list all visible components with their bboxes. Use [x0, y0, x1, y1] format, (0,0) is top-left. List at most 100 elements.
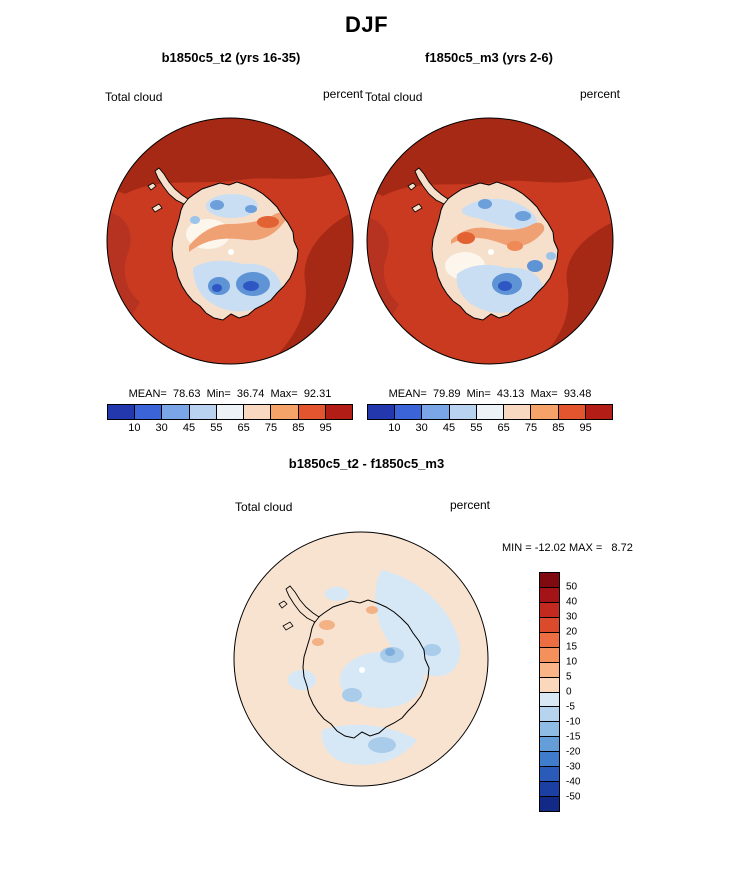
colorbar-tick-label: 95 [579, 422, 592, 434]
colorbar-tick-label: 45 [182, 422, 196, 434]
colorbar-left [107, 404, 353, 420]
left-panel-title: b1850c5_t2 (yrs 16-35) [161, 50, 301, 65]
diff-field [234, 532, 488, 786]
colorbar-tick-label: 0 [566, 686, 572, 698]
colorbar-segment [540, 616, 559, 632]
coastline-right [431, 181, 559, 321]
right-panel-title: f1850c5_m3 (yrs 2-6) [425, 50, 553, 65]
colorbar-tick-label: -40 [566, 776, 581, 788]
colorbar-segment [297, 405, 325, 419]
season-title: DJF [344, 12, 389, 37]
coastline-diff [278, 585, 430, 739]
colorbar-segment [503, 405, 531, 419]
colorbar-segment [134, 405, 162, 419]
colorbar-tick-label: 65 [497, 422, 510, 434]
colorbar-tick-label: -50 [566, 791, 581, 803]
map-right-total-cloud [366, 117, 614, 365]
colorbar-segment [188, 405, 216, 419]
colorbar-diff [539, 572, 560, 812]
colorbar-segment [108, 405, 135, 419]
colorbar-segment [161, 405, 189, 419]
colorbar-tick-label: 85 [552, 422, 565, 434]
colorbar-tick-label: 15 [566, 641, 578, 653]
map-left-total-cloud [106, 117, 354, 365]
colorbar-tick-label: 75 [524, 422, 538, 434]
colorbar-segment [368, 405, 395, 419]
diff-field-label: Total cloud [235, 500, 293, 514]
map-diff-container [232, 530, 490, 788]
colorbar-tick-label: 20 [566, 626, 578, 638]
colorbar-segment [540, 781, 559, 797]
colorbar-segment [540, 721, 559, 737]
left-stats: MEAN= 78.63 Min= 36.74 Max= 92.31 [128, 388, 332, 400]
colorbar-tick-label: 30 [566, 611, 578, 623]
colorbar-tick-label: 95 [319, 422, 332, 434]
colorbar-tick-label: 55 [470, 422, 483, 434]
colorbar-segment [540, 691, 559, 707]
colorbar-tick-label: 55 [210, 422, 223, 434]
colorbar-tick-label: 75 [264, 422, 278, 434]
map-rim-diff [233, 531, 489, 787]
colorbar-right [367, 404, 613, 420]
colorbar-segment [243, 405, 271, 419]
peninsula-left [154, 167, 189, 205]
colorbar-tick-label: -5 [566, 701, 575, 713]
colorbar-tick-label: 40 [566, 596, 578, 608]
colorbar-tick-label: 65 [237, 422, 250, 434]
colorbar-tick-label: -30 [566, 761, 581, 773]
colorbar-tick-label: 85 [292, 422, 305, 434]
colorbar-segment [540, 601, 559, 617]
continent-interior-right [445, 198, 556, 313]
colorbar-segment [394, 405, 422, 419]
colorbar-tick-label: 30 [415, 422, 428, 434]
colorbar-segment [448, 405, 476, 419]
colorbar-right-labels: 10 30 45 55 65 75 85 95 [367, 422, 613, 435]
colorbar-segment [540, 661, 559, 677]
peninsula-right [414, 167, 449, 205]
map-diff-total-cloud [233, 531, 489, 787]
colorbar-tick-label: 30 [155, 422, 168, 434]
colorbar-segment [540, 751, 559, 767]
diff-panel-title: b1850c5_t2 - f1850c5_m3 [288, 456, 445, 471]
colorbar-tick-label: 45 [442, 422, 456, 434]
left-field-label: Total cloud [105, 90, 163, 104]
continent-interior-left [186, 194, 287, 312]
colorbar-tick-label: 10 [388, 422, 401, 434]
colorbar-tick-label: 10 [128, 422, 141, 434]
colorbar-segment [540, 676, 559, 692]
map-rim-left [106, 117, 354, 365]
colorbar-tick-label: 10 [566, 656, 578, 668]
colorbar-segment [540, 766, 559, 782]
colorbar-tick-label: 50 [566, 581, 578, 593]
coastline-left [171, 181, 299, 321]
colorbar-segment [540, 706, 559, 722]
map-right-container [365, 116, 615, 366]
colorbar-segment [421, 405, 449, 419]
colorbar-segment [270, 405, 298, 419]
colorbar-tick-label: 5 [566, 671, 572, 683]
left-units-label: percent [322, 87, 363, 101]
colorbar-tick-label: -20 [566, 746, 581, 758]
colorbar-tick-label: -10 [566, 716, 581, 728]
diff-minmax: MIN = -12.02 MAX = 8.72 [502, 542, 633, 554]
colorbar-segment [540, 736, 559, 752]
colorbar-tick-label: -15 [566, 731, 581, 743]
colorbar-segment [540, 646, 559, 662]
colorbar-left-labels: 10 30 45 55 65 75 85 95 [107, 422, 353, 435]
colorbar-segment [540, 586, 559, 602]
right-units-label: percent [579, 87, 620, 101]
colorbar-segment [540, 631, 559, 647]
right-stats: MEAN= 79.89 Min= 43.13 Max= 93.48 [388, 388, 592, 400]
map-rim-right [366, 117, 614, 365]
diff-units-label: percent [449, 498, 490, 512]
colorbar-segment [540, 573, 559, 587]
colorbar-segment [475, 405, 504, 419]
colorbar-segment [540, 796, 559, 811]
colorbar-segment [324, 405, 352, 419]
colorbar-segment [557, 405, 585, 419]
right-field-label: Total cloud [365, 90, 423, 104]
map-left-container [105, 116, 355, 366]
colorbar-segment [530, 405, 558, 419]
colorbar-segment [584, 405, 612, 419]
